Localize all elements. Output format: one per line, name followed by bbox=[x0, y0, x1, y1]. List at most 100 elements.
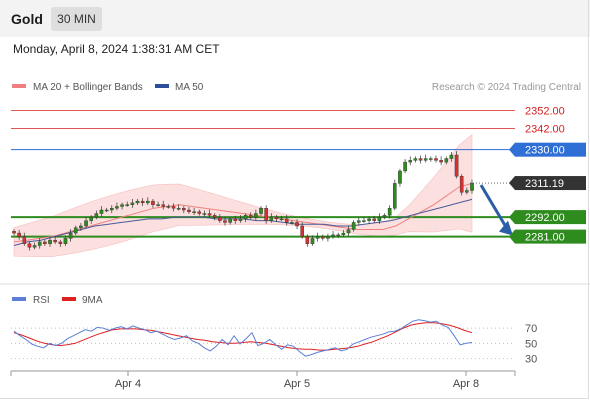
candle-body bbox=[156, 204, 160, 206]
timeframe-button[interactable]: 30 MIN bbox=[51, 7, 102, 31]
rsi-tick-label-50: 50 bbox=[525, 338, 537, 350]
rsi-ma-legend-swatch bbox=[62, 297, 76, 301]
bollinger-band-fill bbox=[13, 133, 473, 257]
level-badge-pointer bbox=[509, 176, 515, 191]
candle-body bbox=[166, 206, 171, 208]
candle-body bbox=[310, 238, 315, 244]
projection-arrow-line bbox=[479, 184, 509, 230]
candle-body bbox=[212, 215, 217, 218]
price-levels bbox=[11, 110, 515, 238]
x-tick-label-Apr 8: Apr 8 bbox=[453, 378, 479, 390]
candle-body bbox=[408, 160, 413, 163]
candle-body bbox=[429, 158, 433, 160]
candle-body bbox=[53, 239, 57, 243]
level-badge-pointer bbox=[509, 210, 515, 225]
candle-body bbox=[279, 218, 284, 221]
candle-body bbox=[459, 176, 464, 193]
level-label-2281.00: 2281.00 bbox=[525, 232, 565, 244]
candle-body bbox=[120, 204, 124, 207]
credit-text: Research © 2024 Trading Central bbox=[432, 82, 581, 93]
candle-body bbox=[470, 183, 474, 191]
level-badge-2281.00 bbox=[515, 229, 586, 244]
candle-body bbox=[104, 209, 109, 212]
candle-body bbox=[274, 216, 279, 220]
candle-body bbox=[48, 239, 52, 244]
candle-body bbox=[89, 216, 93, 221]
candle-body bbox=[79, 225, 83, 228]
candle-body bbox=[171, 206, 176, 209]
candle-body bbox=[135, 200, 140, 204]
ma20-legend-label: MA 20 + Bollinger Bands bbox=[33, 82, 143, 93]
candle-body bbox=[393, 183, 397, 209]
candle-body bbox=[145, 200, 150, 204]
candle-body bbox=[140, 200, 145, 204]
candle-body bbox=[238, 218, 243, 221]
candle-body bbox=[398, 170, 402, 184]
candle-body bbox=[423, 158, 428, 161]
candle-body bbox=[223, 220, 227, 223]
candle-body bbox=[218, 216, 222, 221]
candle-body bbox=[315, 236, 320, 239]
x-axis: Apr 4 Apr 5 Apr 8 bbox=[10, 371, 516, 390]
candle-body bbox=[187, 209, 191, 212]
candle-body bbox=[176, 208, 181, 210]
candle-body bbox=[346, 229, 351, 234]
candle-body bbox=[341, 232, 346, 236]
candle-body bbox=[68, 232, 73, 239]
candle-body bbox=[444, 158, 449, 163]
candle-body bbox=[99, 209, 104, 214]
level-badge-2330.00 bbox=[515, 142, 586, 157]
level-label-2292.00: 2292.00 bbox=[525, 212, 565, 224]
candle-body bbox=[43, 241, 47, 244]
x-tick-label-Apr 4: Apr 4 bbox=[115, 378, 141, 390]
candle-body bbox=[243, 215, 248, 220]
candle-body bbox=[413, 158, 418, 161]
ma20-line bbox=[13, 182, 473, 243]
level-label-2330.00: 2330.00 bbox=[525, 145, 565, 157]
candle-body bbox=[151, 200, 155, 205]
candle-body bbox=[305, 236, 310, 244]
level-labels: 2352.00 2342.00 2330.00 2311.19 2292.00 2281.… bbox=[509, 106, 586, 244]
candle-body bbox=[228, 218, 232, 223]
candle-body bbox=[264, 208, 268, 221]
level-badge-2311.19 bbox=[515, 176, 586, 191]
candle-body bbox=[207, 213, 212, 216]
candle-body bbox=[367, 218, 371, 221]
bollinger-bands bbox=[13, 133, 473, 257]
candle-body bbox=[63, 238, 68, 244]
moving-averages bbox=[13, 182, 473, 246]
level-badge-pointer bbox=[509, 142, 515, 157]
ma20-legend-swatch bbox=[12, 84, 26, 88]
candle-body bbox=[248, 215, 253, 218]
level-label-2311.19: 2311.19 bbox=[525, 178, 564, 190]
candle-body bbox=[233, 218, 238, 221]
candle-body bbox=[202, 213, 207, 215]
level-badge-2292.00 bbox=[515, 210, 586, 225]
candle-body bbox=[161, 204, 166, 207]
rsi-ma-line bbox=[13, 322, 473, 351]
candle-body bbox=[73, 227, 78, 234]
rsi-ma-legend-label: 9MA bbox=[82, 295, 103, 306]
rsi-tick-label-30: 30 bbox=[525, 353, 537, 365]
candle-body bbox=[418, 158, 423, 161]
level-label-2352.00: 2352.00 bbox=[525, 106, 565, 118]
candle-body bbox=[109, 208, 114, 211]
candle-body bbox=[290, 222, 294, 224]
candle-body bbox=[449, 154, 454, 159]
candle-body bbox=[465, 190, 469, 193]
candle-body bbox=[17, 232, 21, 237]
candle-body bbox=[130, 202, 135, 205]
candle-body bbox=[377, 216, 382, 221]
x-tick-label-Apr 5: Apr 5 bbox=[284, 378, 310, 390]
candle-body bbox=[320, 236, 325, 239]
candle-body bbox=[326, 236, 330, 239]
candle-body bbox=[125, 204, 130, 206]
level-label-2342.00: 2342.00 bbox=[525, 123, 565, 135]
ma50-line bbox=[13, 198, 473, 246]
candle-body bbox=[382, 215, 387, 218]
candle-body bbox=[32, 245, 37, 248]
instrument-header: Gold 30 MIN bbox=[0, 0, 590, 37]
candle-body bbox=[94, 213, 99, 218]
candle-body bbox=[331, 234, 335, 237]
